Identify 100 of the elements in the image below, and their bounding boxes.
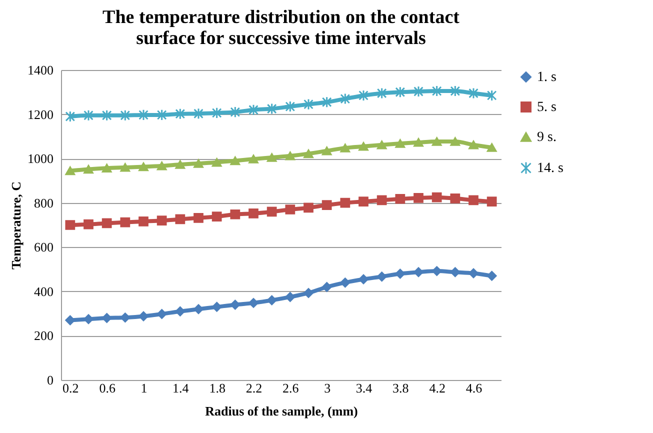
point <box>212 302 222 312</box>
legend-label: 14. s <box>537 161 564 176</box>
x-tick-label: 2.2 <box>246 380 262 396</box>
point <box>266 206 277 217</box>
point <box>102 218 112 228</box>
y-tick-label: 600 <box>34 240 54 255</box>
y-tick-label: 1000 <box>28 151 54 166</box>
point <box>175 160 186 169</box>
point <box>175 306 186 316</box>
point <box>65 110 76 122</box>
point <box>322 146 332 156</box>
point <box>340 278 350 288</box>
point <box>65 315 76 326</box>
point <box>468 268 478 278</box>
y-axis-title: Temperature, C <box>8 181 24 270</box>
point <box>450 137 460 146</box>
point <box>156 309 167 319</box>
x-axis-title: Radius of the sample, (mm) <box>205 404 358 418</box>
point <box>414 86 424 98</box>
point <box>138 109 148 121</box>
x-tick-label: 4.2 <box>429 380 446 396</box>
point <box>340 144 350 152</box>
point <box>194 108 204 120</box>
point <box>120 217 130 228</box>
point <box>120 312 130 322</box>
point <box>304 202 314 213</box>
point <box>322 200 332 210</box>
point <box>285 204 296 214</box>
point <box>450 193 460 204</box>
point <box>395 139 406 148</box>
y-tick-label: 0 <box>47 372 54 388</box>
x-tick-label: 3.4 <box>356 380 373 396</box>
point <box>102 110 112 122</box>
point <box>414 267 424 278</box>
point <box>304 288 314 298</box>
point <box>468 195 478 206</box>
point <box>266 153 277 162</box>
point <box>304 149 314 158</box>
point <box>414 193 424 203</box>
point <box>230 106 240 118</box>
point <box>340 93 350 105</box>
point <box>138 162 148 172</box>
point <box>84 110 94 122</box>
point <box>194 304 204 314</box>
x-tick-label: 2.6 <box>282 380 300 396</box>
point <box>175 108 186 120</box>
point <box>358 274 368 284</box>
chart-title: The temperature distribution on the contact surface for successive time intervals <box>102 7 460 49</box>
point <box>175 214 186 224</box>
point <box>322 282 332 292</box>
point <box>120 163 130 172</box>
point <box>230 156 240 166</box>
point <box>65 220 76 230</box>
legend-label: 1. s <box>537 70 556 85</box>
point <box>432 266 442 276</box>
point <box>486 270 497 281</box>
point <box>486 196 497 206</box>
point <box>432 137 442 146</box>
point <box>395 194 406 204</box>
x-tick-label: 3.8 <box>392 380 409 396</box>
point <box>138 216 148 226</box>
point <box>376 272 387 282</box>
point <box>340 198 350 208</box>
point <box>285 100 296 112</box>
point <box>65 166 76 176</box>
legend-label: 9 s. <box>537 130 556 145</box>
point <box>248 298 258 308</box>
y-tick-label: 1400 <box>28 62 54 78</box>
y-tick-label: 200 <box>34 328 54 344</box>
point <box>138 311 148 322</box>
x-tick-label: 1.4 <box>172 380 190 396</box>
point <box>450 267 460 278</box>
point <box>376 195 387 206</box>
x-tick-label: 1 <box>140 380 148 396</box>
point <box>156 216 167 226</box>
point <box>468 87 478 100</box>
y-tick-label: 1200 <box>28 106 54 122</box>
y-tick-label: 800 <box>34 195 54 210</box>
x-tick-label: 0.6 <box>99 380 116 396</box>
point <box>248 104 258 116</box>
point <box>468 140 478 150</box>
x-tick-label: 0.2 <box>62 380 79 396</box>
point <box>102 164 112 172</box>
point <box>194 159 204 168</box>
y-tick-label: 400 <box>34 284 54 299</box>
point <box>304 98 314 110</box>
point <box>84 219 94 230</box>
point <box>156 109 167 121</box>
x-tick-label: 4.6 <box>466 380 483 396</box>
point <box>285 292 296 302</box>
point <box>486 143 497 152</box>
point <box>266 102 277 115</box>
point <box>358 142 368 151</box>
point <box>486 90 497 102</box>
point <box>120 110 130 122</box>
x-tick-label: 1.8 <box>209 380 226 396</box>
point <box>376 140 387 150</box>
point <box>84 314 94 324</box>
point <box>212 158 222 167</box>
point <box>230 209 240 220</box>
